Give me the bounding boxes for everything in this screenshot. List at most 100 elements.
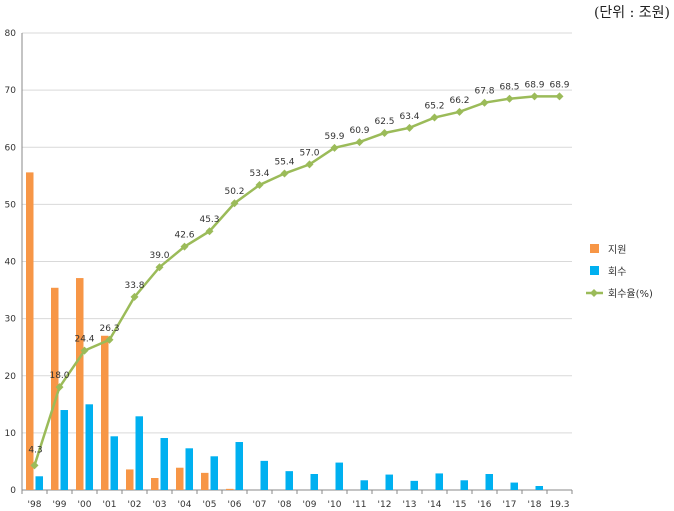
recovery-rate-marker [280,169,289,178]
recovery-bar [310,474,318,490]
recovery-rate-marker [305,160,314,169]
legend-label: 회수율(%) [608,288,653,300]
recovery-rate-label: 53.4 [249,169,269,179]
recovery-bar [110,436,118,490]
recovery-bar [160,438,168,490]
recovery-rate-label: 57.0 [299,148,319,158]
x-tick-label: '04 [178,500,192,510]
x-tick-label: '14 [428,500,442,510]
x-tick-label: '02 [128,500,142,510]
recovery-bar [510,482,518,490]
recovery-bar [460,480,468,490]
recovery-rate-marker [555,92,564,101]
recovery-bar [435,473,443,490]
unit-label: (단위 : 조원) [593,5,670,21]
recovery-rate-marker [255,180,264,189]
recovery-bar [360,480,368,490]
recovery-rate-marker [455,107,464,116]
recovery-rate-label: 66.2 [449,96,469,106]
recovery-bar [260,460,268,490]
x-tick-label: '09 [303,500,317,510]
x-tick-label: '10 [328,500,342,510]
legend-swatch [590,266,599,275]
recovery-rate-marker [205,227,214,236]
recovery-rate-line [30,92,564,470]
y-tick-label: 70 [5,86,17,96]
recovery-bar [335,462,343,490]
recovery-rate-label: 4.3 [28,445,42,455]
x-tick-label: '98 [28,500,42,510]
recovery-rate-label: 62.5 [374,117,394,127]
recovery-bar [185,448,193,490]
support-bar [76,278,84,490]
support-bar [201,472,209,490]
support-bar [51,287,59,490]
recovery-rate-marker [180,242,189,251]
y-tick-label: 30 [5,315,17,325]
x-tick-label: '07 [253,500,267,510]
recovery-rate-marker [355,138,364,147]
recovery-bar [235,442,243,490]
legend-swatch [590,244,599,253]
y-tick-label: 20 [5,372,17,382]
recovery-rate-marker [530,92,539,101]
recovery-bar [60,410,68,490]
recovery-rate-marker [330,143,339,152]
bars [26,172,543,490]
recovery-rate-label: 67.8 [474,87,494,97]
recovery-bar [285,471,293,490]
x-tick-label: '18 [528,500,542,510]
recovery-rate-label: 55.4 [274,158,294,168]
support-bar [126,469,134,490]
x-tick-label: '05 [203,500,217,510]
recovery-rate-label: 65.2 [424,102,444,112]
x-tick-label: '08 [278,500,292,510]
recovery-rate-marker [230,199,239,208]
y-tick-label: 60 [5,143,17,153]
recovery-bar [410,480,418,490]
support-bar [26,172,34,490]
recovery-rate-label: 63.4 [399,112,419,122]
y-axis: 0 10 20 30 40 50 60 70 80 [5,29,23,496]
recovery-rate-marker [55,383,64,392]
recovery-rate-label: 68.5 [499,83,519,93]
recovery-rate-label: 68.9 [549,80,569,90]
recovery-rate-label: 60.9 [349,126,369,136]
legend-swatch-marker [590,289,598,297]
recovery-rate-marker [130,292,139,301]
x-tick-label: '01 [103,500,117,510]
recovery-rate-label: 59.9 [324,132,344,142]
legend-label: 지원 [608,244,626,256]
x-tick-label: '15 [453,500,467,510]
x-tick-label: '00 [78,500,92,510]
recovery-rate-marker [505,94,514,103]
y-tick-label: 0 [10,486,16,496]
recovery-rate-label: 26.3 [99,324,119,334]
legend-label: 회수 [608,266,626,278]
recovery-rate-label: 33.8 [124,281,144,291]
recovery-rate-marker [155,263,164,272]
recovery-bar [135,416,143,490]
recovery-rate-marker [30,461,39,470]
y-tick-label: 80 [5,29,17,39]
y-tick-label: 40 [5,258,17,268]
support-bar [151,478,159,490]
recovery-rate-label: 42.6 [174,231,194,241]
recovery-rate-polyline [33,95,560,466]
x-tick-label: '13 [403,500,417,510]
x-tick-label: '17 [503,500,517,510]
x-axis: '98 '99 '00 '01 '02 '03 '04 '05 '06 '07 '08 '09 '10 '… [21,490,573,510]
x-tick-label: '16 [478,500,492,510]
recovery-rate-marker [105,335,114,344]
recovery-rate-label: 39.0 [149,251,169,261]
recovery-rate-marker [430,113,439,122]
x-tick-label: 19.3 [549,500,569,510]
recovery-rate-label: 18.0 [49,371,69,381]
recovery-rate-marker [380,128,389,137]
recovery-bar [85,404,93,490]
recovery-rate-marker [80,346,89,355]
recovery-rate-label: 68.9 [524,80,544,90]
recovery-rate-marker [405,123,414,132]
